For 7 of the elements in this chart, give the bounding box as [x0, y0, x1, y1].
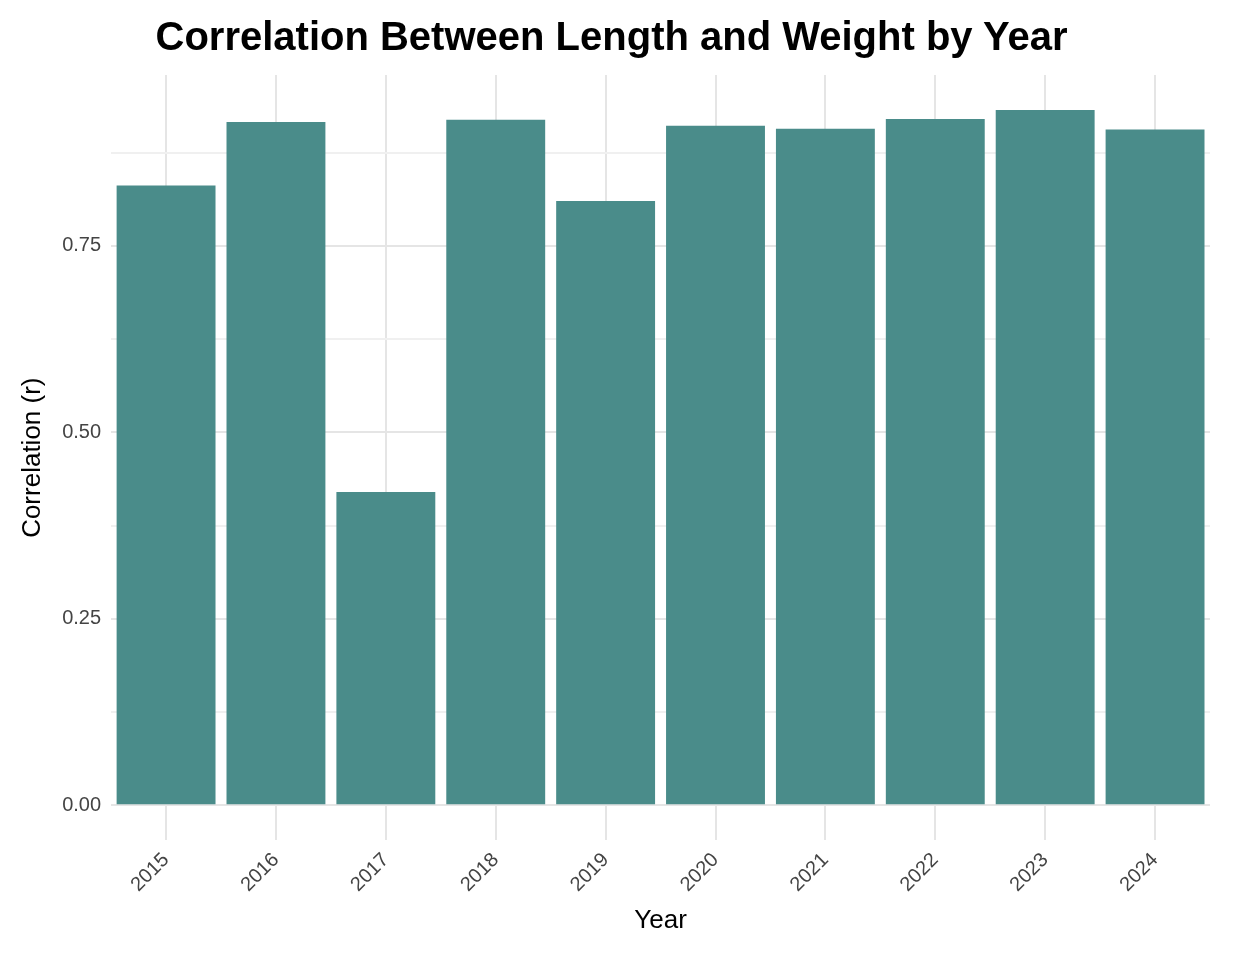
y-tick-label: 0.25	[62, 606, 102, 629]
y-tick-label: 0.75	[62, 233, 102, 256]
y-axis-title: Correlation (r)	[15, 377, 46, 538]
y-tick-label: 0.50	[62, 419, 102, 442]
chart-title: Correlation Between Length and Weight by Year	[155, 14, 1068, 59]
x-axis-title: Year	[634, 903, 688, 934]
y-tick-label: 0.00	[62, 792, 102, 815]
